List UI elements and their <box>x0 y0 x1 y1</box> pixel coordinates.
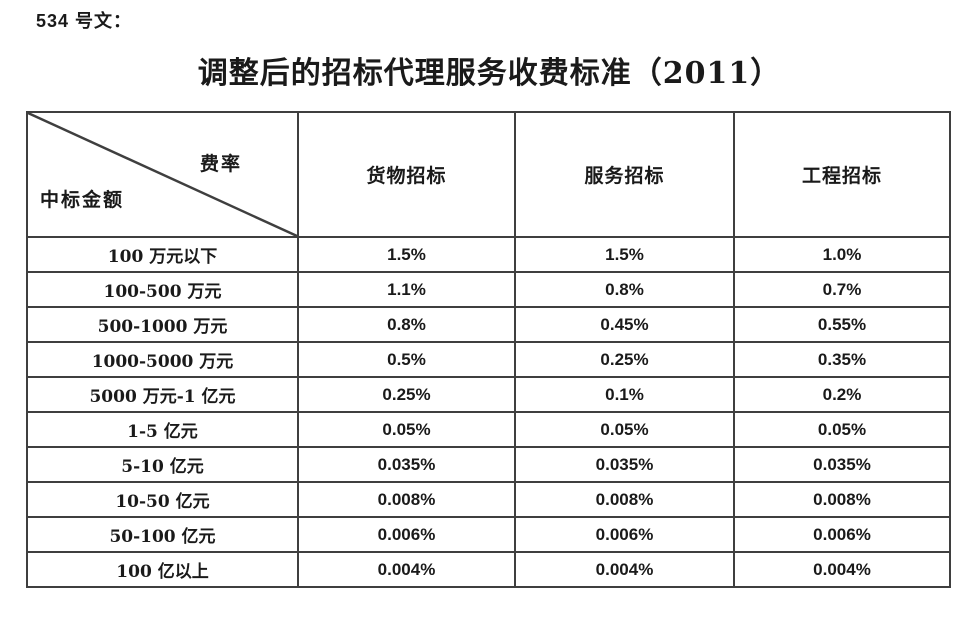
rate-cell: 0.006% <box>297 516 516 553</box>
table-row: 100-500 万元 1.1% 0.8% 0.7% <box>26 271 951 308</box>
table-row: 10-50 亿元 0.008% 0.008% 0.008% <box>26 481 951 518</box>
rate-cell: 0.035% <box>297 446 516 483</box>
document-ref-label: 534 号文： <box>36 11 133 31</box>
row-label-cell: 10-50 亿元 <box>26 481 299 518</box>
rate-cell: 1.5% <box>514 236 735 273</box>
fee-table-container: 费率 中标金额 货物招标 服务招标 工程招标 100 万元以下 1.5% 1.5… <box>26 111 951 588</box>
rate-cell: 0.45% <box>514 306 735 343</box>
rate-cell: 1.0% <box>733 236 951 273</box>
row-label-cell: 100-500 万元 <box>26 271 299 308</box>
rate-cell: 0.006% <box>733 516 951 553</box>
table-row: 1000-5000 万元 0.5% 0.25% 0.35% <box>26 341 951 378</box>
rate-cell: 0.5% <box>297 341 516 378</box>
rate-cell: 0.05% <box>733 411 951 448</box>
rate-cell: 0.004% <box>297 551 516 588</box>
rate-cell: 0.008% <box>733 481 951 518</box>
table-row: 5000 万元-1 亿元 0.25% 0.1% 0.2% <box>26 376 951 413</box>
corner-label-rate: 费率 <box>200 153 243 175</box>
rate-cell: 0.008% <box>514 481 735 518</box>
corner-header-cell: 费率 中标金额 <box>26 111 299 238</box>
table-row: 50-100 亿元 0.006% 0.006% 0.006% <box>26 516 951 553</box>
fee-table: 费率 中标金额 货物招标 服务招标 工程招标 100 万元以下 1.5% 1.5… <box>26 111 951 588</box>
row-label-cell: 1000-5000 万元 <box>26 341 299 378</box>
table-row: 5-10 亿元 0.035% 0.035% 0.035% <box>26 446 951 483</box>
table-row: 500-1000 万元 0.8% 0.45% 0.55% <box>26 306 951 343</box>
rate-cell: 0.25% <box>514 341 735 378</box>
rate-cell: 0.1% <box>514 376 735 413</box>
column-header-services: 服务招标 <box>514 111 735 238</box>
document-title: 调整后的招标代理服务收费标准（2011） <box>197 56 782 91</box>
rate-cell: 0.7% <box>733 271 951 308</box>
row-label-cell: 100 亿以上 <box>26 551 299 588</box>
rate-cell: 0.05% <box>514 411 735 448</box>
rate-cell: 0.35% <box>733 341 951 378</box>
table-row: 100 万元以下 1.5% 1.5% 1.0% <box>26 236 951 273</box>
rate-cell: 0.8% <box>514 271 735 308</box>
rate-cell: 0.05% <box>297 411 516 448</box>
rate-cell: 0.035% <box>733 446 951 483</box>
table-row: 100 亿以上 0.004% 0.004% 0.004% <box>26 551 951 588</box>
table-row: 1-5 亿元 0.05% 0.05% 0.05% <box>26 411 951 448</box>
rate-cell: 0.25% <box>297 376 516 413</box>
rate-cell: 0.004% <box>733 551 951 588</box>
row-label-cell: 5000 万元-1 亿元 <box>26 376 299 413</box>
row-label-cell: 1-5 亿元 <box>26 411 299 448</box>
rate-cell: 1.5% <box>297 236 516 273</box>
rate-cell: 0.8% <box>297 306 516 343</box>
corner-label-amount: 中标金额 <box>40 189 125 211</box>
row-label-cell: 500-1000 万元 <box>26 306 299 343</box>
column-header-goods: 货物招标 <box>297 111 516 238</box>
rate-cell: 0.004% <box>514 551 735 588</box>
rate-cell: 1.1% <box>297 271 516 308</box>
column-header-engineering: 工程招标 <box>733 111 951 238</box>
row-label-cell: 5-10 亿元 <box>26 446 299 483</box>
rate-cell: 0.006% <box>514 516 735 553</box>
rate-cell: 0.2% <box>733 376 951 413</box>
rate-cell: 0.035% <box>514 446 735 483</box>
rate-cell: 0.008% <box>297 481 516 518</box>
row-label-cell: 100 万元以下 <box>26 236 299 273</box>
row-label-cell: 50-100 亿元 <box>26 516 299 553</box>
table-header-row: 费率 中标金额 货物招标 服务招标 工程招标 <box>26 111 951 238</box>
diagonal-line <box>29 114 296 235</box>
rate-cell: 0.55% <box>733 306 951 343</box>
